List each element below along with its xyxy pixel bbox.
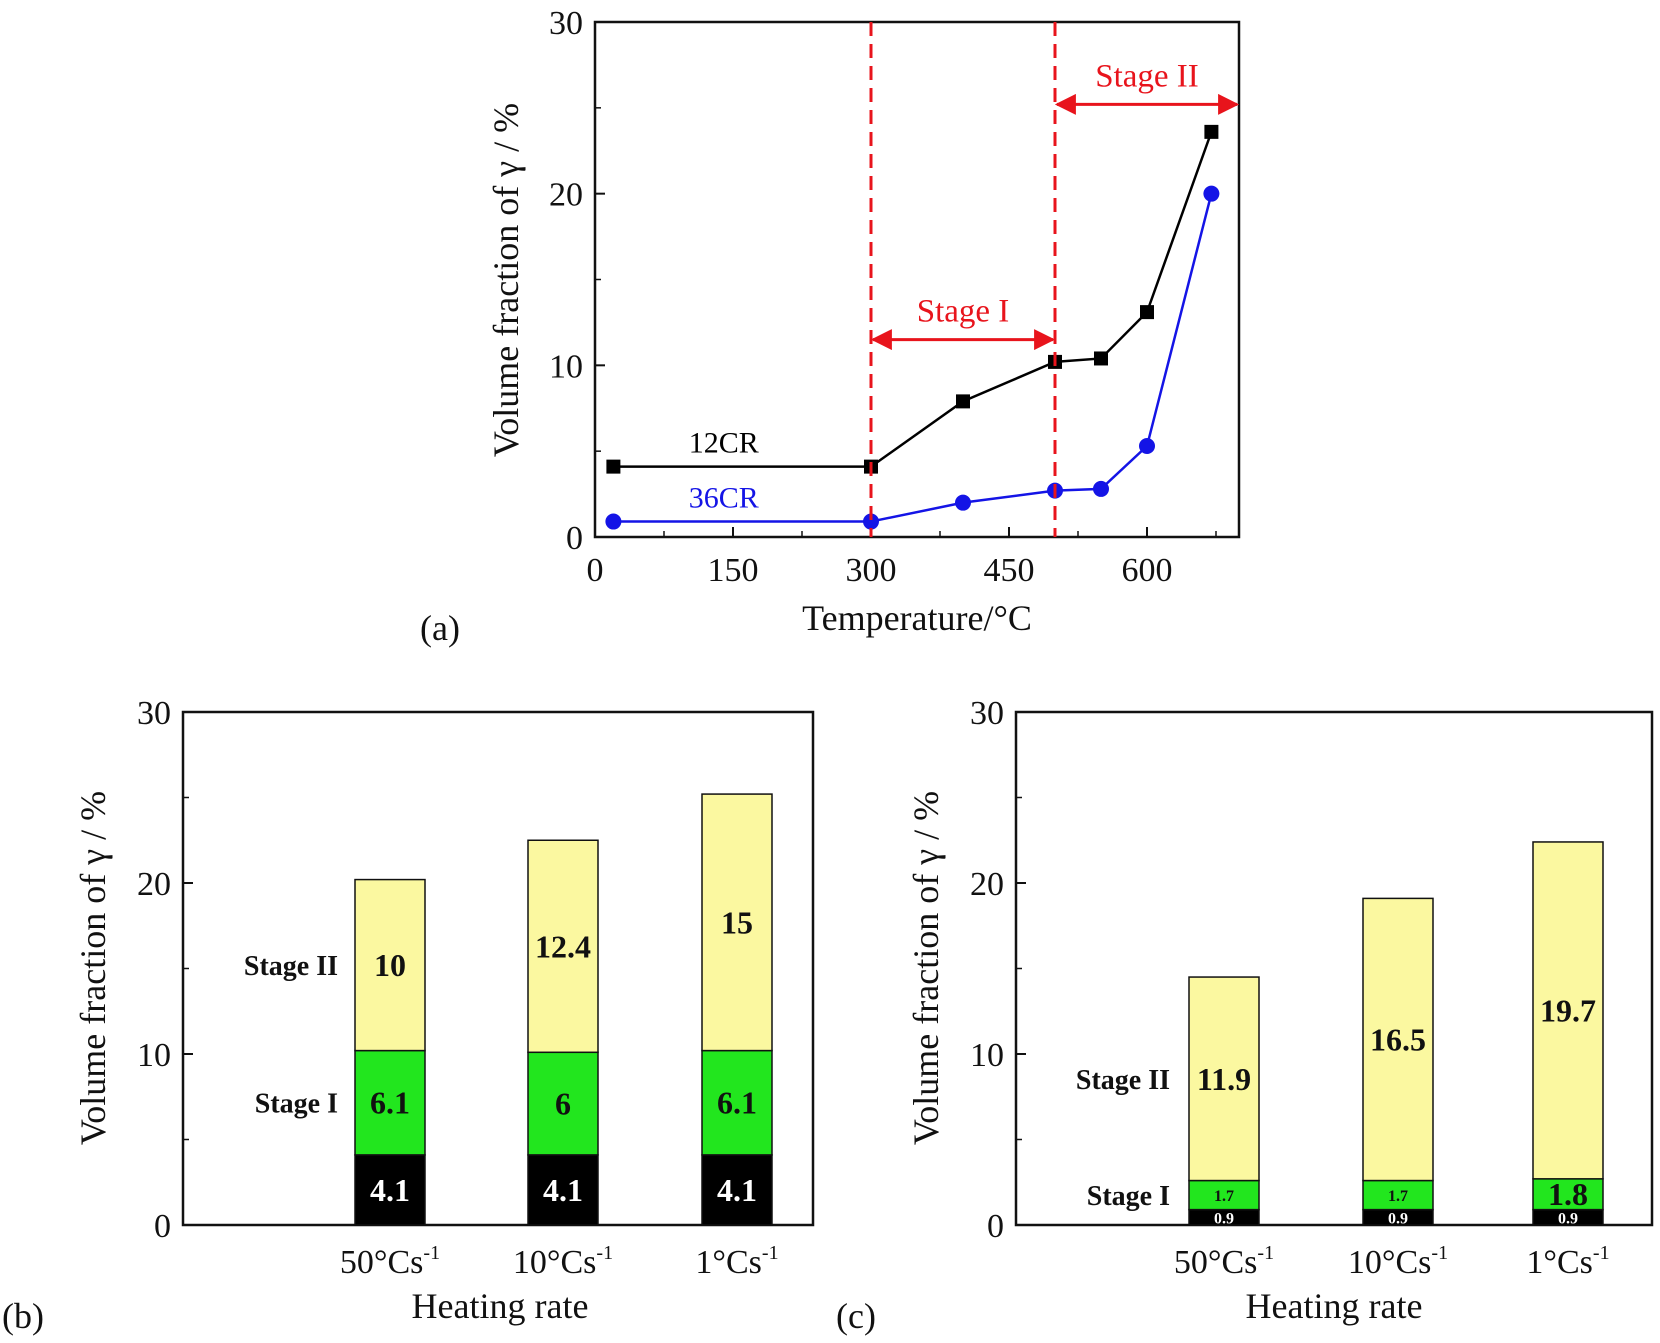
panel-b-bar-segment — [527, 1051, 599, 1156]
panel-a-x-axis-title: Temperature/°C — [802, 598, 1032, 638]
panel-c-bar-value-label: 1.7 — [1214, 1188, 1234, 1205]
panel-a-y-axis-title: Volume fraction of γ / % — [486, 103, 526, 457]
panel-a-y-tick-label: 20 — [549, 177, 583, 214]
panel-c-letter: (c) — [836, 1296, 876, 1336]
panel-b-bar-value-label: 15 — [721, 904, 753, 940]
panel-a-x-tick-label: 450 — [984, 552, 1035, 589]
panel-b-y-tick-label: 20 — [137, 866, 171, 903]
panel-a-point-36CR — [605, 513, 622, 530]
panel-c-stage-side-label: Stage I — [1087, 1181, 1170, 1212]
panel-a-x-tick-label: 0 — [587, 552, 604, 589]
panel-a-series-label-36CR: 36CR — [689, 482, 759, 515]
panel-a-point-36CR — [1093, 480, 1109, 497]
panel-b-y-tick-label: 30 — [137, 695, 171, 732]
panel-c-bar-segment — [1188, 976, 1260, 1182]
panel-a-point-12CR — [1204, 124, 1219, 139]
panel-c-y-tick-label: 10 — [970, 1037, 1004, 1074]
panel-b-bar-segment — [354, 878, 426, 1052]
panel-c-bar-value-label: 19.7 — [1540, 992, 1596, 1028]
panel-b-bar-segment — [701, 1154, 773, 1226]
panel-b-bar-value-label: 12.4 — [535, 928, 591, 964]
panel-a-point-12CR — [956, 394, 970, 409]
panel-a-stage-label: Stage II — [1095, 58, 1199, 94]
panel-b-bar-value-label: 4.1 — [543, 1172, 583, 1208]
panel-c-bar-value-label: 1.7 — [1388, 1188, 1408, 1205]
panel-b-bar-value-label: 4.1 — [370, 1172, 410, 1208]
panel-b-bar-segment — [527, 839, 599, 1054]
panel-b-bar-value-label: 6 — [555, 1086, 571, 1122]
panel-a-plot-frame — [593, 20, 1241, 539]
panel-c-bar-segment — [1362, 897, 1434, 1182]
panel-c-bar-value-label: 1.8 — [1548, 1176, 1588, 1212]
panel-c-x-axis-title: Heating rate — [1246, 1286, 1423, 1326]
panel-b-category-label: 50°Cs-1 — [340, 1242, 440, 1281]
panel-a-x-tick-label: 300 — [846, 552, 897, 589]
panel-c-category-label: 50°Cs-1 — [1174, 1242, 1274, 1281]
panel-b-bar-segment — [527, 1154, 599, 1226]
panel-b-category-label: 10°Cs-1 — [513, 1242, 613, 1281]
panel-b-bar-value-label: 4.1 — [717, 1172, 757, 1208]
panel-a-y-tick-label: 10 — [549, 348, 583, 385]
panel-c-y-tick-label: 30 — [970, 695, 1004, 732]
panel-a-y-tick-label: 0 — [566, 520, 583, 557]
panel-b-bar-segment — [701, 1049, 773, 1156]
panel-c-y-tick-label: 20 — [970, 866, 1004, 903]
panel-c-stacked-bar-chart: 0 10 20 30 0.9 1.7 11.9 50°Cs-1 0.9 1.7 16.5 10°Cs… — [836, 695, 1654, 1336]
panel-a-y-tick-label: 30 — [549, 5, 583, 42]
panel-b-letter: (b) — [2, 1296, 44, 1336]
panel-a-point-12CR — [1094, 351, 1108, 366]
panel-a-series-label-12CR: 12CR — [689, 427, 759, 460]
panel-b-bar-value-label: 6.1 — [370, 1085, 410, 1121]
panel-c-bar-value-label: 0.9 — [1214, 1210, 1234, 1227]
panel-a-point-36CR — [955, 494, 971, 511]
panel-c-bar-value-label: 11.9 — [1197, 1061, 1251, 1097]
panel-a-point-36CR — [863, 513, 879, 530]
panel-c-y-axis-title: Volume fraction of γ / % — [906, 791, 946, 1145]
panel-a-line-chart: 0 150 300 450 600 0 10 20 30 12CR 36CR Stage I Sta… — [420, 5, 1241, 648]
panel-b-category-label: 1°Cs-1 — [695, 1242, 778, 1281]
panel-c-bar-segment — [1532, 841, 1604, 1180]
panel-c-stage-side-label: Stage II — [1076, 1065, 1170, 1096]
panel-b-stage-side-label: Stage II — [244, 951, 338, 982]
panel-b-x-axis-title: Heating rate — [412, 1286, 589, 1326]
panel-a-x-tick-label: 150 — [708, 552, 759, 589]
panel-a-point-12CR — [606, 459, 621, 474]
panel-c-y-tick-label: 0 — [987, 1208, 1004, 1245]
panel-b-y-tick-label: 0 — [154, 1208, 171, 1245]
panel-c-bar-value-label: 0.9 — [1558, 1210, 1578, 1227]
panel-b-stacked-bar-chart: 0 10 20 30 4.1 6.1 10 50°Cs-1 4.1 6 12.4 10°Cs-1 4.… — [2, 695, 815, 1336]
panel-b-bar-value-label: 10 — [374, 947, 406, 983]
panel-a-point-12CR — [1140, 305, 1154, 320]
panel-b-bar-segment — [701, 793, 773, 1052]
panel-b-y-axis-title: Volume fraction of γ / % — [73, 791, 113, 1145]
panel-c-category-label: 1°Cs-1 — [1526, 1242, 1609, 1281]
panel-c-category-label: 10°Cs-1 — [1348, 1242, 1448, 1281]
panel-b-bar-segment — [354, 1049, 426, 1156]
panel-b-stage-side-label: Stage I — [255, 1089, 338, 1120]
panel-c-bar-value-label: 16.5 — [1370, 1021, 1426, 1057]
panel-c-bar-value-label: 0.9 — [1388, 1210, 1408, 1227]
panel-b-bar-value-label: 6.1 — [717, 1085, 757, 1121]
panel-a-point-36CR — [1203, 185, 1220, 202]
panel-a-stage-label: Stage I — [917, 294, 1010, 330]
panel-b-bar-segment — [354, 1154, 426, 1226]
panel-b-y-tick-label: 10 — [137, 1037, 171, 1074]
panel-a-series-line-36CR — [613, 193, 1213, 523]
panel-a-point-36CR — [1139, 438, 1155, 455]
panel-a-series-line-12CR — [613, 131, 1213, 468]
panel-a-letter: (a) — [420, 608, 460, 648]
panel-a-x-tick-label: 600 — [1122, 552, 1173, 589]
